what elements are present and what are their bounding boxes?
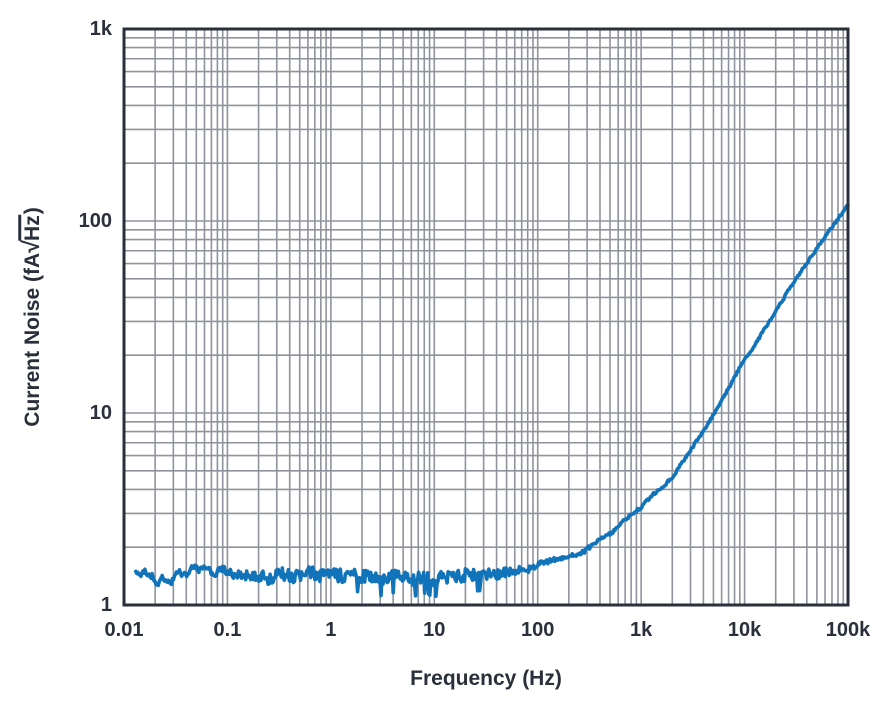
x-tick-label: 10k (727, 619, 762, 641)
gridlines (124, 29, 848, 605)
y-axis-title-close: ) (21, 207, 45, 215)
x-tick-label: 1k (630, 619, 653, 641)
sqrt-radicand: Hz (18, 214, 45, 241)
noise-curve-series (134, 203, 850, 598)
y-tick-label: 1k (89, 18, 112, 40)
x-axis-title: Frequency (Hz) (410, 667, 562, 690)
y-tick-label: 1 (100, 594, 112, 616)
y-tick-label: 100 (78, 210, 112, 232)
x-tick-label: 0.01 (104, 619, 144, 641)
x-tick-label: 100k (825, 619, 871, 641)
sqrt-symbol: √ (18, 240, 45, 253)
plot-frame (122, 27, 850, 607)
y-axis-title: Current Noise (fA√Hz) (18, 207, 45, 427)
x-tick-label: 10 (423, 619, 446, 641)
y-axis-title-text: Current Noise (fA (21, 252, 45, 427)
x-tick-label: 0.1 (213, 619, 242, 641)
x-tick-label: 1 (325, 619, 337, 641)
x-tick-label: 100 (521, 619, 555, 641)
y-tick-label: 10 (89, 402, 112, 424)
